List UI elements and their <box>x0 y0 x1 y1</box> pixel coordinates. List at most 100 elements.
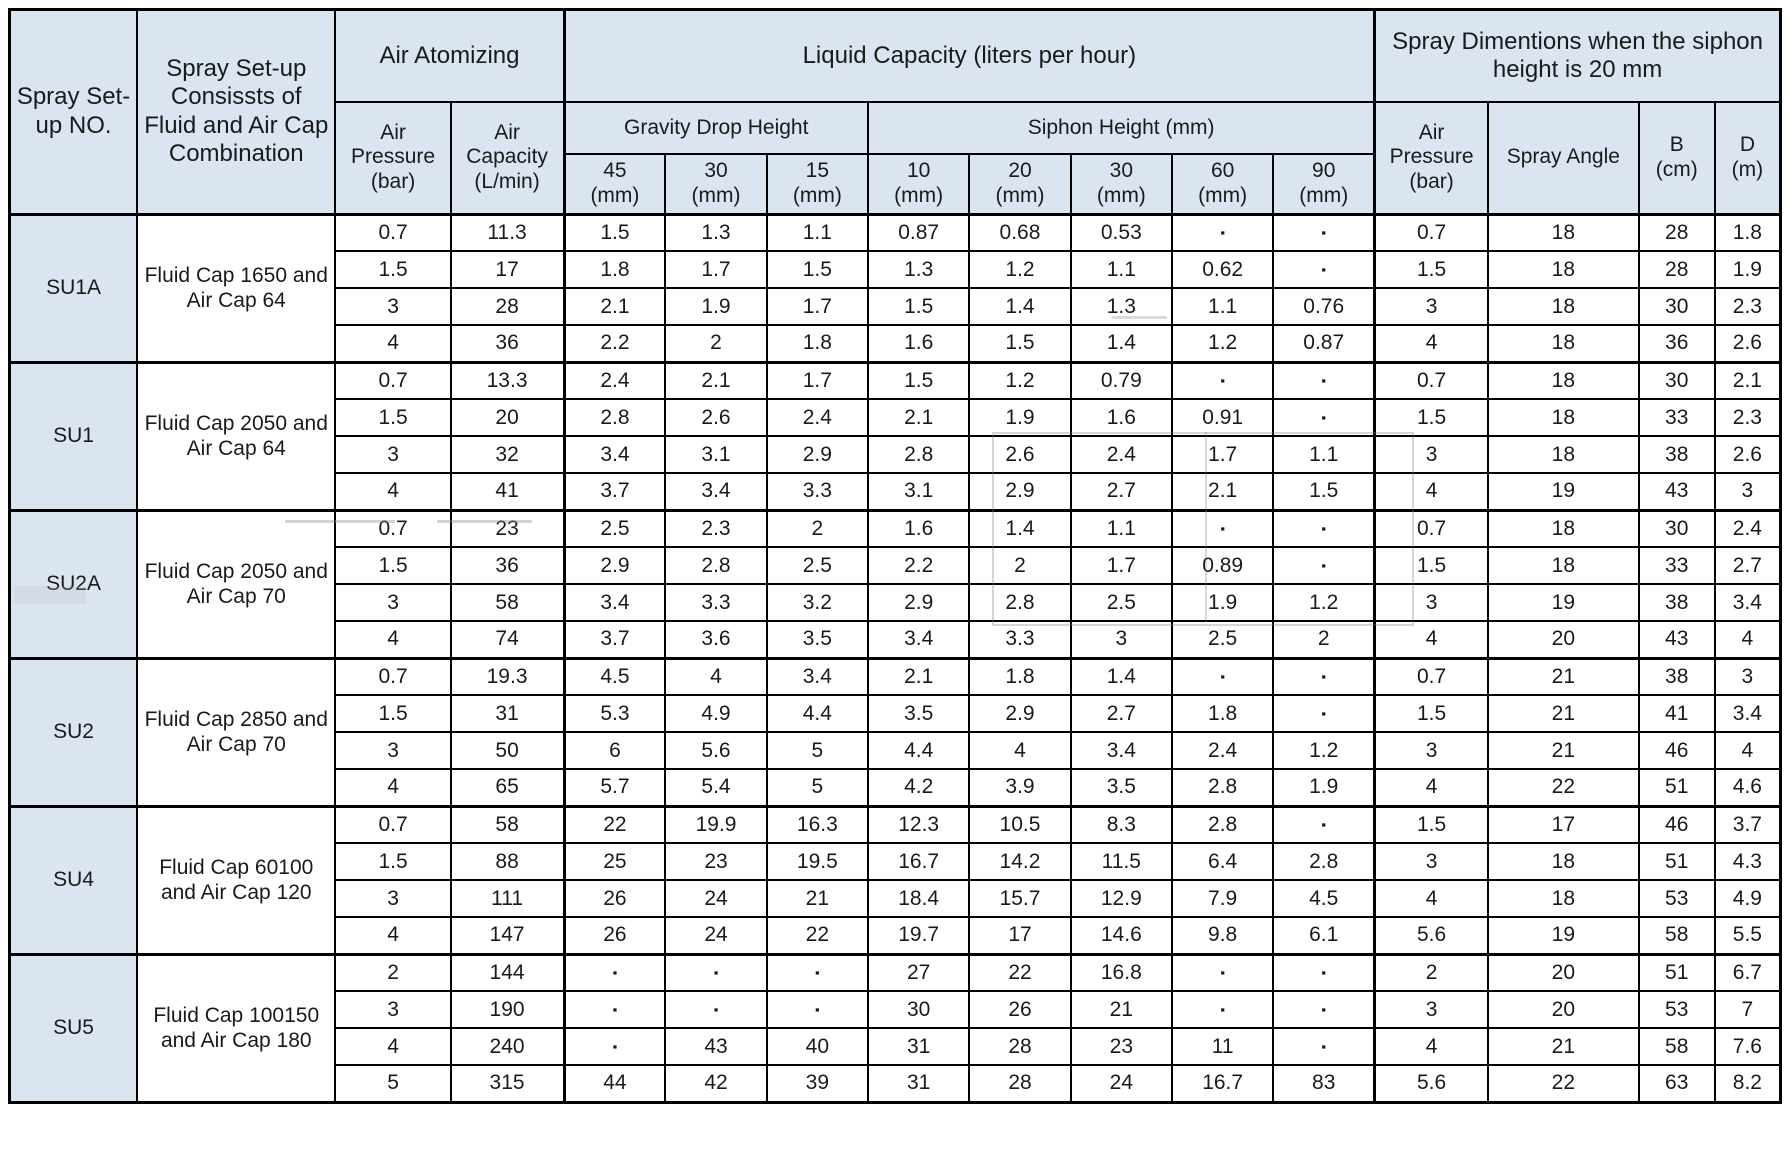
group-cap-cell: Fluid Cap 2850 and Air Cap 70 <box>136 656 337 807</box>
data-cell: 3 <box>334 990 452 1029</box>
data-cell: 2.9 <box>968 694 1072 733</box>
data-cell: 51 <box>1637 952 1716 992</box>
header-b-cm: B (cm) <box>1637 101 1716 216</box>
header-spray-dimensions: Spray Dimentions when the siphon height … <box>1373 8 1782 103</box>
data-cell: 41 <box>449 472 566 511</box>
data-cell: 3 <box>334 731 452 770</box>
data-cell: 65 <box>449 768 566 807</box>
table-row: 4 65 5.7 5.4 5 4.2 3.9 3.5 2.8 1.9 4 22 51 4.6 <box>10 768 1782 807</box>
data-cell: 46 <box>1637 804 1716 844</box>
data-cell: 3.4 <box>562 583 667 622</box>
data-cell: 26 <box>968 990 1072 1029</box>
data-cell: 22 <box>968 952 1072 992</box>
header-col-15mm: 15 (mm) <box>765 153 870 216</box>
data-cell: 1.9 <box>664 287 768 326</box>
data-cell: ▪ <box>1170 212 1275 252</box>
table-row: 1.5 36 2.9 2.8 2.5 2.2 2 1.7 0.89 ▪ 1.5 18 33 2.7 <box>10 546 1782 585</box>
table-row: 3 58 3.4 3.3 3.2 2.9 2.8 2.5 1.9 1.2 3 19 38 3.4 <box>10 583 1782 622</box>
data-cell: 3 <box>334 287 452 326</box>
data-cell: 19 <box>1487 916 1640 955</box>
data-cell: 4.9 <box>664 694 768 733</box>
data-cell: 28 <box>968 1064 1072 1103</box>
data-cell: 32 <box>449 435 566 474</box>
data-cell: 5 <box>334 1064 452 1103</box>
data-cell: 15.7 <box>968 879 1072 918</box>
data-cell: 2.5 <box>1069 583 1173 622</box>
data-cell: 3.1 <box>664 435 768 474</box>
data-cell: 0.89 <box>1170 546 1275 585</box>
table-row: 1.5 88 25 23 19.5 16.7 14.2 11.5 6.4 2.8 3 18 51 4.3 <box>10 842 1782 881</box>
data-cell: 5.6 <box>664 731 768 770</box>
data-cell: 43 <box>664 1027 768 1066</box>
data-cell: 1.5 <box>562 212 667 252</box>
data-cell: 3 <box>1713 656 1782 696</box>
data-cell: ▪ <box>664 990 768 1029</box>
header-air-atomizing: Air Atomizing <box>334 8 566 103</box>
data-cell: 4.9 <box>1713 879 1782 918</box>
group-cap-cell: Fluid Cap 1650 and Air Cap 64 <box>136 212 337 363</box>
data-cell: 3 <box>1713 472 1782 511</box>
group-id-cell: SU5 <box>8 952 139 1103</box>
header-spray-setup-no: Spray Set-up NO. <box>8 8 139 216</box>
data-cell: 27 <box>866 952 971 992</box>
data-cell: 2.1 <box>866 398 971 437</box>
data-cell: 22 <box>765 916 870 955</box>
data-cell: ▪ <box>1272 546 1376 585</box>
data-cell: 50 <box>449 731 566 770</box>
data-cell: 2.1 <box>562 287 667 326</box>
data-cell: 17 <box>1487 804 1640 844</box>
data-cell: 2.8 <box>562 398 667 437</box>
data-cell: 4 <box>334 620 452 659</box>
data-cell: ▪ <box>1170 360 1275 400</box>
data-cell: 1.5 <box>1373 546 1490 585</box>
data-cell: 36 <box>449 546 566 585</box>
data-cell: 24 <box>1069 1064 1173 1103</box>
data-cell: 1.5 <box>1373 694 1490 733</box>
group-id-cell: SU2 <box>8 656 139 807</box>
data-cell: 28 <box>1637 250 1716 289</box>
spray-setup-table: Spray Set-up NO. Spray Set-up Consissts … <box>8 8 1782 1104</box>
header-d-value: D <box>1739 132 1755 156</box>
data-cell: 240 <box>449 1027 566 1066</box>
data-cell: 3.3 <box>968 620 1072 659</box>
data-cell: 2.1 <box>1170 472 1275 511</box>
data-cell: 3.3 <box>664 583 768 622</box>
data-cell: 1.4 <box>968 287 1072 326</box>
data-cell: 2.8 <box>1170 768 1275 807</box>
data-cell: 1.2 <box>1272 731 1376 770</box>
header-dim-air-pressure: Air Pressure (bar) <box>1373 101 1490 216</box>
data-cell: 190 <box>449 990 566 1029</box>
data-cell: 2.5 <box>1170 620 1275 659</box>
data-cell: 2.9 <box>968 472 1072 511</box>
data-cell: 1.5 <box>866 360 971 400</box>
data-cell: 315 <box>449 1064 566 1103</box>
data-cell: 1.4 <box>1069 324 1173 363</box>
group-cap-cell: Fluid Cap 100150 and Air Cap 180 <box>136 952 337 1103</box>
data-cell: 10.5 <box>968 804 1072 844</box>
table-row: 1.5 17 1.8 1.7 1.5 1.3 1.2 1.1 0.62 ▪ 1.5 18 28 1.9 <box>10 250 1782 289</box>
data-cell: 4 <box>664 656 768 696</box>
data-cell: 2 <box>664 324 768 363</box>
data-cell: 2.4 <box>562 360 667 400</box>
data-cell: 4 <box>334 768 452 807</box>
data-cell: 19.7 <box>866 916 971 955</box>
data-cell: 20 <box>1487 620 1640 659</box>
data-cell: ▪ <box>1170 990 1275 1029</box>
data-cell: 0.91 <box>1170 398 1275 437</box>
table-row: 3 32 3.4 3.1 2.9 2.8 2.6 2.4 1.7 1.1 3 18 38 2.6 <box>10 435 1782 474</box>
data-cell: 25 <box>562 842 667 881</box>
data-cell: 1.5 <box>1373 398 1490 437</box>
table-row: 3 190 ▪ ▪ ▪ 30 26 21 ▪ ▪ 3 20 53 7 <box>10 990 1782 1029</box>
data-cell: 44 <box>562 1064 667 1103</box>
data-cell: 2.1 <box>664 360 768 400</box>
data-cell: 4.4 <box>765 694 870 733</box>
data-cell: 1.1 <box>1272 435 1376 474</box>
data-cell: 0.7 <box>1373 508 1490 548</box>
data-cell: 2.4 <box>1713 508 1782 548</box>
data-cell: 3.4 <box>866 620 971 659</box>
data-cell: 18 <box>1487 212 1640 252</box>
data-cell: 36 <box>1637 324 1716 363</box>
data-cell: 1.2 <box>1272 583 1376 622</box>
data-cell: 2.8 <box>664 546 768 585</box>
data-cell: 2.7 <box>1069 472 1173 511</box>
